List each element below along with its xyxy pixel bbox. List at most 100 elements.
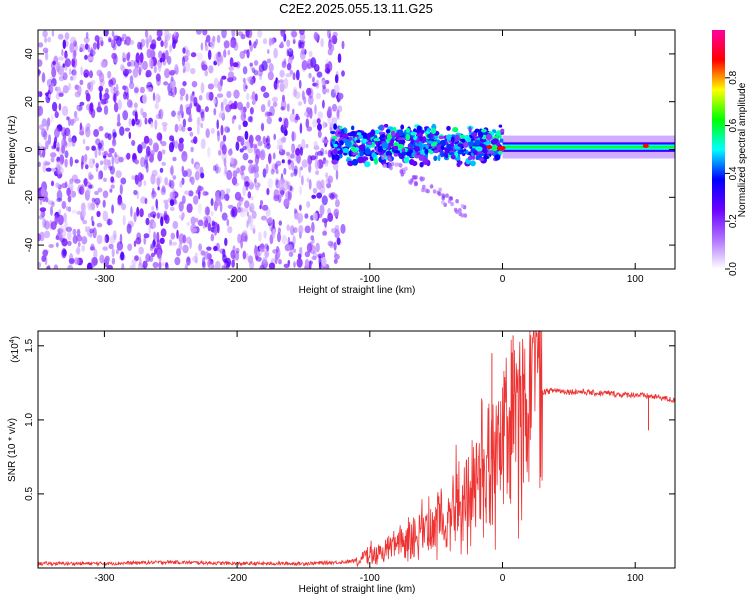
heatmap-cell — [109, 165, 115, 175]
heatmap-cell — [94, 190, 99, 196]
heatmap-cell — [133, 211, 137, 223]
heatmap-cell — [205, 128, 210, 139]
heatmap-cell — [483, 155, 490, 160]
heatmap-cell — [324, 160, 329, 167]
heatmap-cell — [452, 126, 459, 133]
heatmap-cell — [304, 213, 309, 219]
heatmap-cell — [229, 57, 234, 67]
heatmap-cell — [166, 32, 172, 38]
heatmap-cell — [470, 160, 476, 167]
heatmap-cell — [102, 190, 109, 199]
heatmap-cell — [400, 124, 405, 130]
heatmap-cell — [460, 213, 465, 218]
y-tick-label: 1.5 — [24, 338, 35, 352]
heatmap-cell — [90, 215, 94, 223]
heatmap-cell — [134, 87, 139, 94]
heatmap-cell — [62, 249, 67, 256]
heatmap-cell — [152, 92, 156, 102]
heatmap-cell — [301, 138, 306, 150]
heatmap-cell — [220, 77, 223, 87]
heatmap-cell — [247, 159, 254, 164]
heatmap-cell — [373, 138, 381, 142]
heatmap-cell — [122, 57, 127, 63]
heatmap-cell — [292, 248, 297, 253]
heatmap-cell — [72, 118, 76, 124]
heatmap-cell — [51, 167, 57, 172]
heatmap-cell — [496, 142, 501, 147]
heatmap-cell — [94, 148, 98, 159]
heatmap-cell — [218, 112, 223, 119]
heatmap-cell — [249, 224, 256, 231]
heatmap-cell — [99, 79, 105, 87]
heatmap-cell — [218, 149, 222, 156]
heatmap-cell — [223, 258, 229, 264]
heatmap-cell — [225, 188, 231, 194]
heatmap-cell — [58, 209, 62, 216]
heatmap-cell — [56, 164, 61, 176]
heatmap-cell — [230, 208, 235, 218]
heatmap-cell — [317, 123, 322, 131]
heatmap-cell — [301, 175, 304, 186]
heatmap-cell — [164, 68, 170, 79]
heatmap-cell — [438, 187, 443, 192]
heatmap-cell — [331, 153, 336, 160]
heatmap-cell — [243, 207, 249, 213]
heatmap-cell — [427, 140, 434, 144]
heatmap-cell — [54, 86, 59, 92]
heatmap-cell — [297, 101, 303, 106]
heatmap-cell — [133, 85, 140, 96]
heatmap-cell — [55, 147, 60, 152]
heatmap-cell — [39, 198, 43, 206]
heatmap-cell — [82, 154, 87, 166]
heatmap-cell — [351, 146, 356, 153]
heatmap-cell — [202, 256, 206, 268]
heatmap-cell — [410, 131, 417, 136]
heatmap-cell — [262, 38, 268, 45]
heatmap-cell — [485, 133, 493, 141]
heatmap-cell — [311, 194, 317, 199]
heatmap-cell — [50, 114, 54, 123]
heatmap-cell — [67, 206, 72, 213]
heatmap-cell — [212, 35, 216, 43]
heatmap-cell — [68, 68, 72, 76]
heatmap-cell — [486, 145, 493, 150]
heatmap-cell — [321, 256, 327, 267]
heatmap-cell — [221, 212, 228, 221]
heatmap-cell — [381, 134, 386, 138]
heatmap-cell — [466, 137, 471, 142]
heatmap-cell — [321, 218, 329, 223]
heatmap-cell — [481, 148, 488, 154]
heatmap-cell — [322, 120, 326, 129]
heatmap-cell — [128, 81, 135, 90]
heatmap-cell — [159, 237, 165, 244]
heatmap-cell — [178, 214, 184, 219]
heatmap-cell — [64, 32, 70, 40]
heatmap-cell — [282, 179, 289, 191]
heatmap-cell — [182, 244, 189, 254]
heatmap-cell — [117, 194, 123, 205]
heatmap-cell — [233, 89, 240, 99]
heatmap-cell — [397, 144, 405, 149]
heatmap-cell — [219, 248, 226, 254]
heatmap-cell — [185, 168, 192, 178]
heatmap-cell — [181, 56, 186, 67]
heatmap-cell — [336, 237, 341, 246]
heatmap-cell — [283, 117, 289, 129]
heatmap-cell — [107, 218, 111, 226]
heatmap-cell — [227, 71, 235, 79]
heatmap-cell — [306, 87, 312, 96]
heatmap-cell — [273, 189, 280, 200]
heatmap-cell — [71, 69, 77, 76]
y-tick-label: 40 — [24, 48, 35, 60]
heatmap-cell — [150, 58, 154, 70]
heatmap-cell — [163, 199, 169, 204]
heatmap-cell — [181, 195, 186, 205]
heatmap-cell — [97, 101, 101, 112]
heatmap-cell — [156, 212, 160, 219]
heatmap-cell — [287, 244, 293, 252]
heatmap-cell — [94, 197, 101, 205]
y-tick-label: 1.0 — [24, 413, 35, 427]
heatmap-cell — [150, 173, 156, 185]
heatmap-cell — [491, 144, 499, 152]
heatmap-cell — [193, 96, 198, 107]
